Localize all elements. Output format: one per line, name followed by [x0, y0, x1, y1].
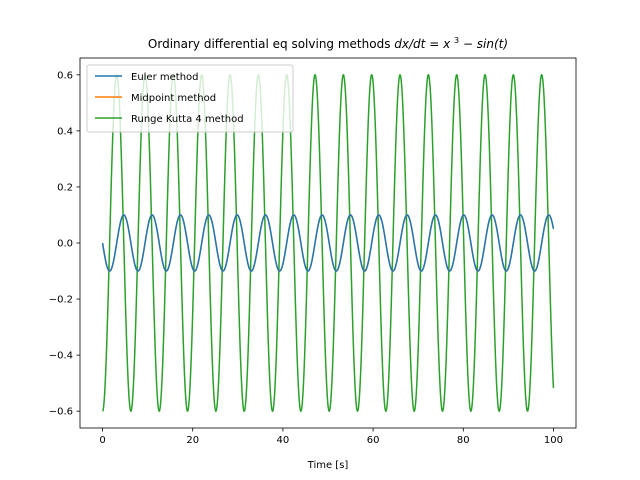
chart-title-math-eq: = — [429, 37, 443, 51]
legend: Euler method Midpoint method Runge Kutta 4… — [86, 64, 294, 133]
y-tick-label: 0.0 — [57, 239, 73, 250]
y-tick-label: 0.4 — [57, 126, 73, 137]
x-tick-label: 20 — [186, 435, 199, 446]
legend-box — [86, 64, 294, 133]
y-tick-label: −0.2 — [49, 295, 73, 306]
chart-title-math-exp: 3 — [454, 36, 459, 45]
x-tick-label: 80 — [457, 435, 470, 446]
legend-label: Midpoint method — [131, 93, 216, 104]
x-axis-label: Time [s] — [307, 460, 349, 471]
x-ticks: 0 20 40 60 80 100 — [99, 428, 563, 446]
series-line-runge-kutta-4-method — [102, 73, 555, 413]
legend-label: Runge Kutta 4 method — [131, 114, 244, 125]
x-tick-label: 40 — [277, 435, 290, 446]
legend-label: Euler method — [131, 72, 199, 83]
y-tick-label: −0.6 — [49, 407, 73, 418]
y-tick-label: −0.4 — [49, 351, 73, 362]
plot-area: 0 20 40 60 80 100 −0.6 −0.4 −0.2 0.0 0.2 0.4 0.6 — [49, 57, 577, 446]
chart-title-math-lhs: dx/dt — [394, 37, 426, 51]
chart-title: Ordinary differential eq solving methods… — [148, 32, 508, 51]
x-tick-label: 100 — [544, 435, 563, 446]
chart-title-math-rest: − sin(t) — [463, 37, 508, 51]
chart-title-text: Ordinary differential eq solving methods — [148, 37, 391, 51]
y-tick-label: 0.6 — [57, 70, 73, 81]
y-ticks: −0.6 −0.4 −0.2 0.0 0.2 0.4 0.6 — [49, 70, 80, 418]
chart-title-math-x: x — [442, 37, 451, 51]
series-layer — [101, 73, 555, 413]
x-tick-label: 0 — [99, 435, 105, 446]
series-line-euler-method — [101, 214, 555, 272]
x-tick-label: 60 — [367, 435, 380, 446]
y-tick-label: 0.2 — [57, 182, 73, 193]
